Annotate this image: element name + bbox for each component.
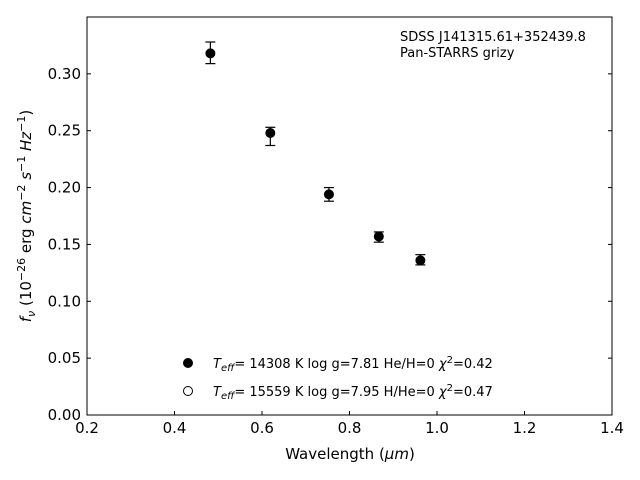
y-axis-label: fν (10−26 erg cm−2 s−1 Hz−1) (15, 110, 38, 322)
x-tick-label: 0.2 (75, 419, 99, 437)
data-point (415, 255, 426, 266)
y-tick-label: 0.25 (48, 122, 81, 140)
y-tick-label: 0.10 (48, 292, 81, 310)
plot-frame (86, 16, 613, 416)
data-point (205, 48, 216, 59)
x-tick-label: 0.4 (163, 419, 187, 437)
legend-marker-open (183, 386, 193, 396)
data-point (373, 231, 384, 242)
x-tick-label: 0.8 (338, 419, 362, 437)
y-tick-label: 0.05 (48, 349, 81, 367)
x-axis-label: Wavelength (μm) (285, 445, 415, 463)
x-tick-label: 1.2 (513, 419, 537, 437)
data-points (205, 41, 426, 266)
x-tick-label: 1.0 (425, 419, 449, 437)
x-tick-label: 0.6 (250, 419, 274, 437)
y-tick-label: 0.20 (48, 179, 81, 197)
annotation-object-name: SDSS J141315.61+352439.8 (400, 30, 586, 45)
legend-marker-filled (183, 358, 193, 368)
y-axis-ticks: 0.00 0.05 0.10 0.15 0.20 0.25 0.30 (48, 65, 612, 424)
legend-entry-2: Teff= 15559 K log g=7.95 H/He=0 χ2=0.47 (213, 383, 493, 402)
data-point (323, 189, 334, 200)
y-tick-label: 0.00 (48, 406, 81, 424)
y-tick-label: 0.15 (48, 235, 81, 253)
legend-entry-1: Teff= 14308 K log g=7.81 He/H=0 χ2=0.42 (213, 355, 493, 374)
x-axis-ticks: 0.2 0.4 0.6 0.8 1.0 1.2 1.4 (75, 411, 624, 437)
x-tick-label: 1.4 (600, 419, 624, 437)
annotation-survey: Pan-STARRS grizy (400, 46, 515, 61)
legend: Teff= 14308 K log g=7.81 He/H=0 χ2=0.42 … (183, 355, 493, 402)
data-point (265, 127, 276, 138)
y-tick-label: 0.30 (48, 65, 81, 83)
